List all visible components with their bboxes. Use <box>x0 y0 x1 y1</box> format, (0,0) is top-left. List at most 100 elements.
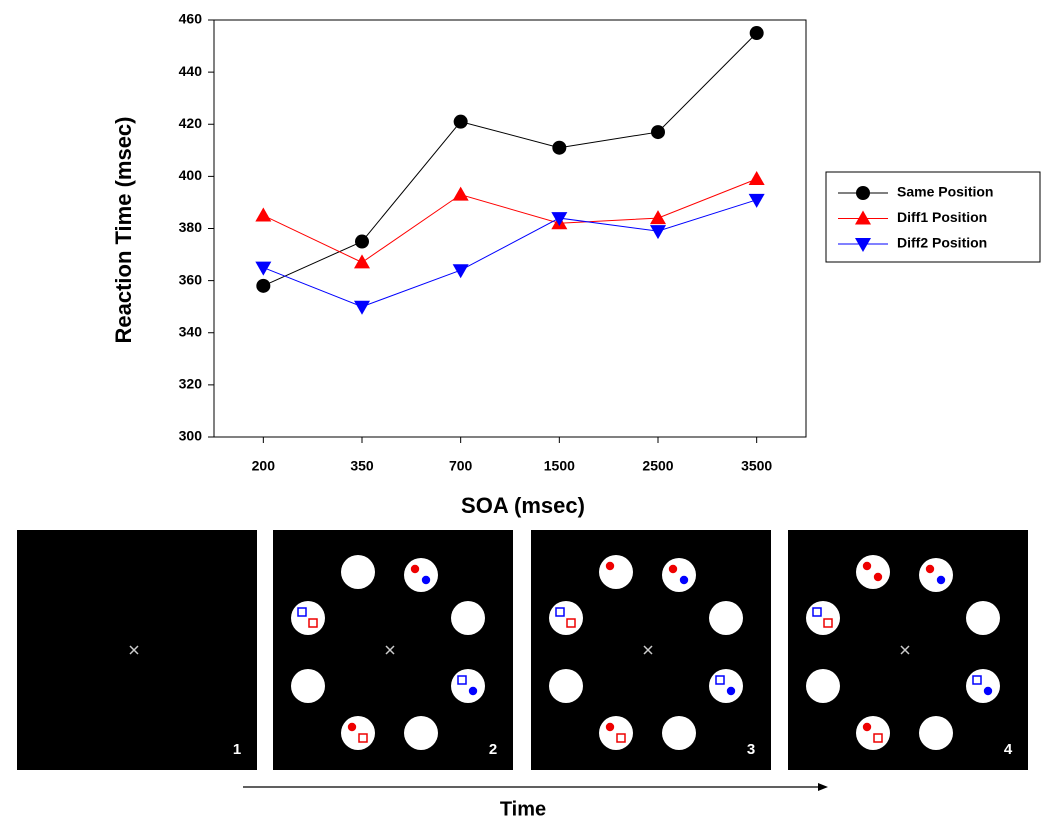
legend-label: Diff1 Position <box>897 209 987 225</box>
y-tick-label: 460 <box>179 11 203 27</box>
panel-number: 1 <box>233 741 241 758</box>
placeholder-disc <box>919 716 953 750</box>
fixation-cross <box>129 645 139 655</box>
colored-dot <box>347 722 357 732</box>
fixation-cross <box>900 645 910 655</box>
time-caption: Time <box>500 798 546 820</box>
stimulus-panel: 3 <box>531 530 771 770</box>
colored-dot <box>726 686 736 696</box>
x-tick-label: 200 <box>252 458 276 474</box>
placeholder-disc <box>341 555 375 589</box>
colored-square <box>616 733 626 743</box>
data-point <box>552 140 567 155</box>
placeholder-disc <box>919 558 953 592</box>
data-point <box>452 186 469 201</box>
y-axis-label: Reaction Time (msec) <box>111 116 136 343</box>
placeholder-disc <box>966 601 1000 635</box>
data-point <box>354 254 370 269</box>
data-point <box>749 26 764 41</box>
colored-square <box>972 675 982 685</box>
colored-dot <box>862 722 872 732</box>
data-point <box>650 210 666 225</box>
x-axis-label: SOA (msec) <box>461 493 585 518</box>
y-tick-label: 300 <box>179 428 203 444</box>
data-point <box>354 300 370 315</box>
panel-background <box>17 530 257 770</box>
series-line <box>263 199 757 308</box>
colored-dot <box>668 564 678 574</box>
data-point <box>453 114 468 129</box>
colored-square <box>457 675 467 685</box>
placeholder-disc <box>404 558 438 592</box>
x-tick-label: 700 <box>449 458 473 474</box>
x-tick-label: 1500 <box>544 458 575 474</box>
colored-dot <box>862 561 872 571</box>
placeholder-disc <box>709 601 743 635</box>
placeholder-disc <box>806 601 840 635</box>
placeholder-disc <box>599 716 633 750</box>
data-point <box>551 212 568 227</box>
placeholder-disc <box>404 716 438 750</box>
y-tick-label: 420 <box>179 115 203 131</box>
fixation-cross <box>643 645 653 655</box>
placeholder-disc <box>806 669 840 703</box>
x-tick-label: 350 <box>350 458 374 474</box>
colored-square <box>297 607 307 617</box>
placeholder-disc <box>662 558 696 592</box>
placeholder-disc <box>709 669 743 703</box>
colored-square <box>566 618 576 628</box>
placeholder-disc <box>662 716 696 750</box>
data-point <box>256 278 271 293</box>
data-point <box>255 207 272 222</box>
colored-square <box>308 618 318 628</box>
colored-dot <box>983 686 993 696</box>
colored-square <box>873 733 883 743</box>
placeholder-disc <box>856 716 890 750</box>
placeholder-disc <box>966 669 1000 703</box>
colored-square <box>715 675 725 685</box>
data-point <box>651 125 665 140</box>
placeholder-disc <box>341 716 375 750</box>
panel-number: 2 <box>489 741 497 758</box>
colored-dot <box>421 575 431 585</box>
data-point <box>452 264 469 279</box>
fixation-cross <box>385 645 395 655</box>
colored-dot <box>679 575 689 585</box>
colored-square <box>812 607 822 617</box>
placeholder-disc <box>451 601 485 635</box>
colored-dot <box>925 564 935 574</box>
colored-dot <box>605 561 615 571</box>
placeholder-disc <box>291 601 325 635</box>
stimulus-panel: 1 <box>17 530 257 770</box>
placeholder-disc <box>599 555 633 589</box>
colored-dot <box>468 686 478 696</box>
data-point <box>650 225 666 240</box>
placeholder-disc <box>451 669 485 703</box>
panel-background <box>531 530 771 770</box>
data-point <box>355 234 369 249</box>
plot-frame <box>213 19 807 438</box>
legend-label: Diff2 Position <box>897 235 987 251</box>
x-tick-label: 2500 <box>642 458 673 474</box>
legend-marker <box>855 238 871 252</box>
y-tick-label: 440 <box>179 63 203 79</box>
y-tick-label: 340 <box>179 323 203 339</box>
data-point <box>255 261 272 276</box>
legend-label: Same Position <box>897 184 993 200</box>
colored-square <box>358 733 368 743</box>
legend-marker <box>855 210 871 225</box>
data-point <box>748 193 765 208</box>
series-line <box>263 32 758 287</box>
series-line <box>263 178 757 263</box>
panel-background <box>273 530 513 770</box>
stimulus-panel: 2 <box>273 530 513 770</box>
colored-dot <box>873 572 883 582</box>
time-arrow <box>243 783 828 791</box>
panel-number: 3 <box>747 741 755 758</box>
stimulus-panel: 4 <box>788 530 1028 770</box>
colored-dot <box>410 564 420 574</box>
colored-dot <box>605 722 615 732</box>
y-tick-label: 320 <box>179 376 203 392</box>
panel-number: 4 <box>1004 741 1013 758</box>
